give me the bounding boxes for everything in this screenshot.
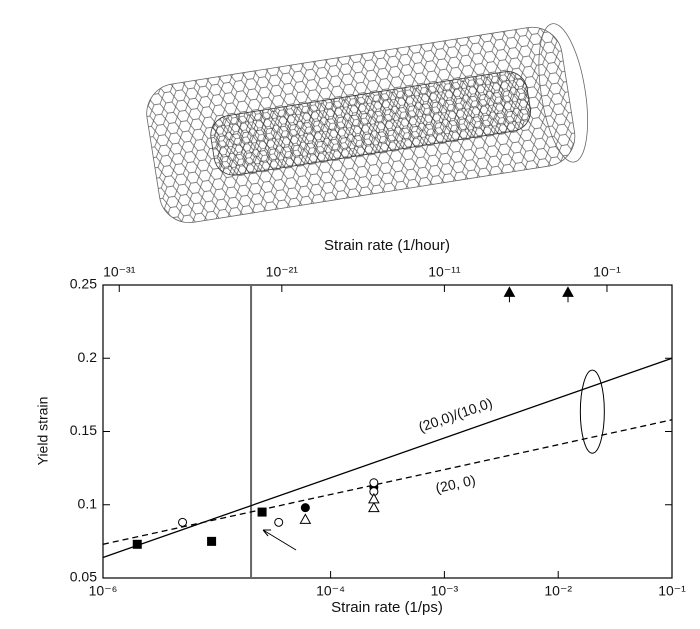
x-tick-label: 10⁻¹ — [658, 583, 686, 599]
x2-tick-label: 10⁻¹ — [593, 264, 621, 280]
y-tick-label: 0.25 — [70, 276, 97, 292]
x2-axis-label: Strain rate (1/hour) — [324, 237, 450, 254]
point — [132, 539, 142, 549]
y-tick-label: 0.05 — [70, 569, 97, 585]
x-tick-label: 10⁻³ — [431, 583, 459, 599]
fit-line — [102, 357, 673, 559]
x2-tick-label: 10⁻³¹ — [103, 264, 136, 280]
x-tick-label: 10⁻² — [544, 583, 572, 599]
point — [368, 492, 380, 504]
nanotube-illustration — [146, 23, 588, 224]
x-tick-label: 10⁻⁶ — [89, 583, 118, 599]
point — [368, 501, 380, 513]
point — [299, 513, 312, 524]
point — [369, 478, 379, 488]
point — [300, 503, 310, 513]
point — [257, 507, 267, 517]
fit-line — [102, 419, 673, 545]
y-tick-label: 0.1 — [78, 495, 98, 511]
fit-label: (20, 0) — [434, 472, 477, 496]
point — [503, 286, 516, 297]
x-axis-label: Strain rate (1/ps) — [331, 599, 443, 616]
plot-frame — [102, 284, 673, 579]
x2-tick-label: 10⁻²¹ — [266, 264, 299, 280]
point — [207, 536, 217, 546]
y-tick-label: 0.15 — [70, 422, 97, 438]
arrow — [262, 529, 297, 551]
highlight-ellipse — [579, 369, 605, 454]
fit-label: (20,0)/(10,0) — [416, 394, 494, 435]
x2-tick-label: 10⁻¹¹ — [428, 264, 461, 280]
x-tick-label: 10⁻⁴ — [316, 583, 345, 599]
point — [562, 286, 574, 297]
y-tick-label: 0.2 — [78, 349, 98, 365]
point — [178, 517, 188, 527]
point — [274, 517, 284, 527]
y-axis-label: Yield strain — [35, 397, 51, 466]
